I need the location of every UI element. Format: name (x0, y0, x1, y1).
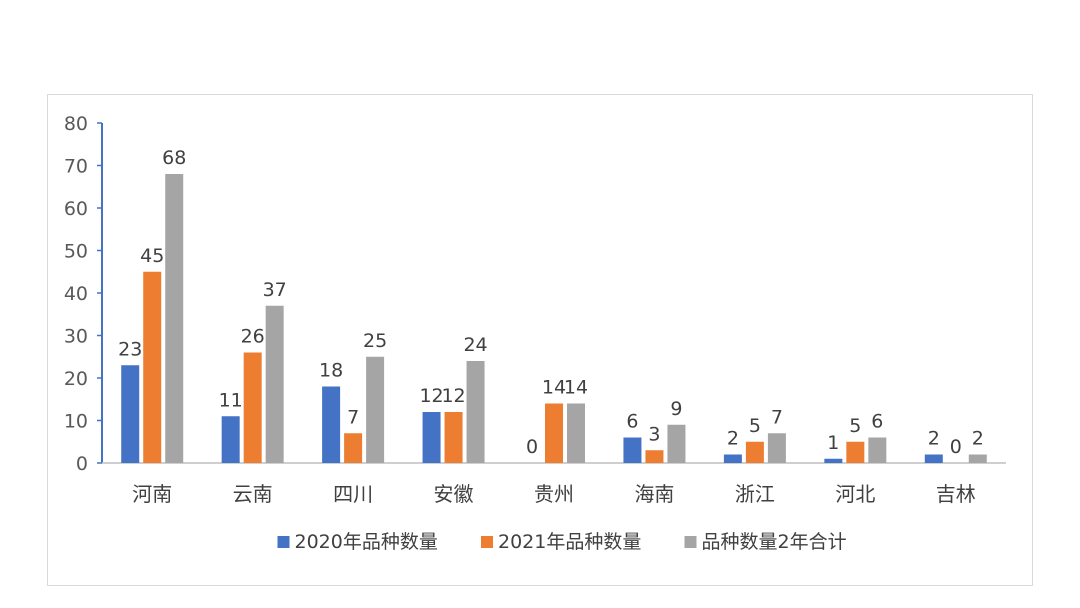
legend-label: 品种数量2年合计 (702, 531, 847, 553)
data-label: 23 (118, 338, 142, 360)
x-tick-label: 四川 (333, 482, 373, 506)
legend-swatch (684, 536, 697, 548)
bar (723, 454, 742, 463)
data-label: 5 (849, 415, 861, 437)
x-tick-label: 吉林 (936, 482, 976, 506)
chart-frame: 0 10 20 30 40 50 60 70 80 河南 云南 四川 安徽 贵州 海南 浙江 河北 吉林 23 45… (47, 94, 1033, 586)
bar (846, 441, 865, 463)
x-tick-label: 安徽 (434, 482, 474, 506)
data-label: 7 (771, 406, 783, 428)
bar (868, 437, 887, 463)
bar (824, 458, 843, 463)
data-label: 1 (827, 432, 839, 454)
data-label: 7 (347, 406, 359, 428)
data-label: 2 (727, 428, 739, 450)
data-label: 5 (749, 415, 761, 437)
bar (322, 386, 341, 463)
bar (968, 454, 987, 463)
y-tick-label: 50 (64, 241, 88, 263)
data-label: 2 (928, 428, 940, 450)
bar (444, 412, 463, 463)
bar (366, 356, 385, 463)
bar (667, 424, 686, 463)
legend-label: 2021年品种数量 (498, 531, 641, 553)
data-label: 2 (972, 428, 984, 450)
data-label: 11 (219, 389, 243, 411)
bar (265, 305, 284, 463)
bar (121, 365, 140, 463)
y-tick-label: 0 (76, 453, 88, 475)
bar (745, 441, 764, 463)
bar (924, 454, 943, 463)
bar (567, 403, 585, 463)
y-tick-label: 70 (64, 156, 88, 178)
y-tick-label: 40 (64, 283, 88, 305)
y-tick-label: 60 (64, 198, 88, 220)
y-tick-label: 20 (64, 368, 88, 390)
bar (645, 450, 664, 463)
bar (344, 433, 363, 463)
legend: 2020年品种数量 2021年品种数量 品种数量2年合计 (277, 531, 847, 553)
x-tick-label: 贵州 (534, 482, 574, 506)
bar (466, 361, 485, 463)
bar (243, 352, 262, 463)
x-tick-label: 浙江 (735, 482, 775, 506)
data-label: 6 (871, 411, 883, 433)
data-label: 6 (626, 411, 638, 433)
x-tick-label: 河北 (835, 482, 875, 506)
data-label: 37 (263, 279, 287, 301)
x-tick-label: 云南 (233, 482, 273, 506)
bar (623, 437, 642, 463)
data-label: 9 (670, 398, 682, 420)
data-label: 45 (140, 245, 164, 267)
data-label: 12 (441, 385, 465, 407)
data-label: 25 (363, 330, 387, 352)
data-label: 24 (463, 334, 487, 356)
bar (165, 174, 184, 463)
legend-swatch (277, 536, 290, 548)
legend-label: 2020年品种数量 (295, 531, 438, 553)
bars (121, 174, 987, 463)
legend-swatch (481, 536, 493, 548)
bar (545, 403, 563, 463)
data-label: 12 (419, 385, 443, 407)
bar (143, 271, 162, 463)
bar (422, 412, 441, 463)
y-tick-label: 30 (64, 326, 88, 348)
y-tick-label: 10 (64, 411, 88, 433)
data-label: 18 (319, 360, 343, 382)
data-label: 14 (542, 377, 566, 399)
data-label: 0 (950, 436, 962, 458)
x-tick-label: 海南 (634, 482, 674, 506)
data-label: 26 (241, 326, 265, 348)
x-tick-label: 河南 (132, 482, 172, 506)
data-label: 68 (162, 147, 186, 169)
data-label: 3 (648, 423, 660, 445)
bar (221, 416, 240, 463)
y-tick-label: 80 (64, 113, 88, 135)
data-label: 0 (526, 436, 538, 458)
data-label: 14 (564, 377, 588, 399)
bar (767, 433, 786, 463)
